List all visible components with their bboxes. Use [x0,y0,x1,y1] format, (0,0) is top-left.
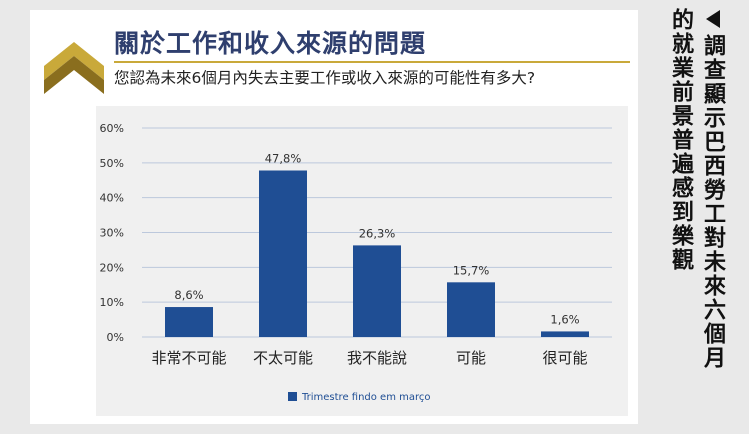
x-tick-label: 非常不可能 [151,349,226,367]
bar [541,331,589,337]
data-label: 1,6% [550,312,579,326]
x-tick-label: 可能 [456,349,486,367]
x-tick-label: 我不能說 [347,349,407,367]
chart-card: 關於工作和收入來源的問題 您認為未來6個月內失去主要工作或收入來源的可能性有多大… [30,10,638,424]
data-label: 47,8% [265,151,302,165]
bar [353,245,401,337]
chevron-logo-icon [44,42,104,94]
chart-subtitle: 您認為未來6個月內失去主要工作或收入來源的可能性有多大? [114,69,536,87]
data-label: 26,3% [359,226,396,240]
chart-title: 關於工作和收入來源的問題 [114,29,427,58]
x-tick-label: 不太可能 [253,349,313,367]
bar [165,307,213,337]
side-caption-line-2: 的就業前景普遍感到樂觀 [668,8,693,272]
x-tick-label: 很可能 [542,349,587,367]
bar [259,170,307,337]
side-caption-line-1: 調查顯示巴西勞工對未來六個月 [700,34,725,370]
y-tick-label: 30% [100,227,124,240]
title-divider [114,61,630,63]
bar-chart: 0% 10% 20% 30% 40% 50% 60% 8,6% 非常不可能 47,8% 不太可能 26… [100,122,612,403]
y-tick-label: 40% [100,192,124,205]
data-label: 15,7% [453,263,490,277]
y-tick-label: 20% [100,261,124,274]
legend-label: Trimestre findo em março [301,392,431,403]
y-tick-label: 60% [100,122,124,135]
y-tick-label: 0% [107,331,124,344]
y-tick-label: 10% [100,296,124,309]
legend-swatch [288,392,297,401]
bar [447,282,495,337]
data-label: 8,6% [174,288,203,302]
pointer-arrow-icon [706,10,720,28]
y-tick-label: 50% [100,157,124,170]
